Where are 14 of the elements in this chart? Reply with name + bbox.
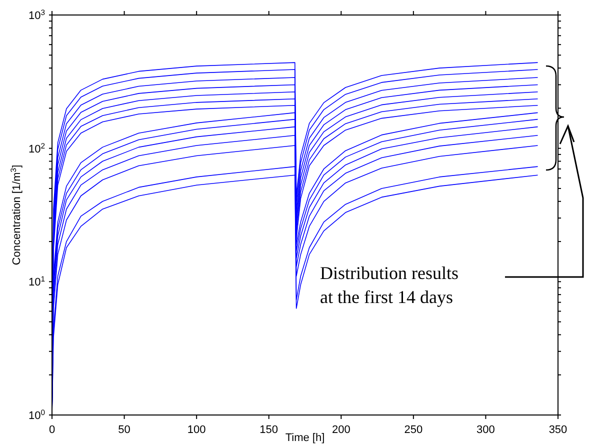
x-tick-label: 50 — [118, 424, 130, 436]
x-tick-label: 350 — [548, 424, 568, 436]
y-tick-label: 10$^{3}$ — [28, 8, 45, 22]
y-tick-label: 10$^{0}$ — [28, 408, 45, 422]
x-axis-title: Time [h] — [285, 432, 325, 444]
x-tick-label: 100 — [187, 424, 206, 436]
x-tick-label: 0 — [48, 424, 56, 436]
y-tick-label: 10$^{2}$ — [28, 140, 45, 156]
x-tick-label: 200 — [332, 424, 350, 436]
annotation: Distribution results at the first 14 days — [320, 262, 460, 309]
x-tick-label: 250 — [404, 424, 423, 436]
y-tick-label: 10$^{1}$ — [28, 274, 45, 289]
x-tick-label: 300 — [476, 424, 495, 436]
x-tick-label: 150 — [260, 424, 278, 436]
